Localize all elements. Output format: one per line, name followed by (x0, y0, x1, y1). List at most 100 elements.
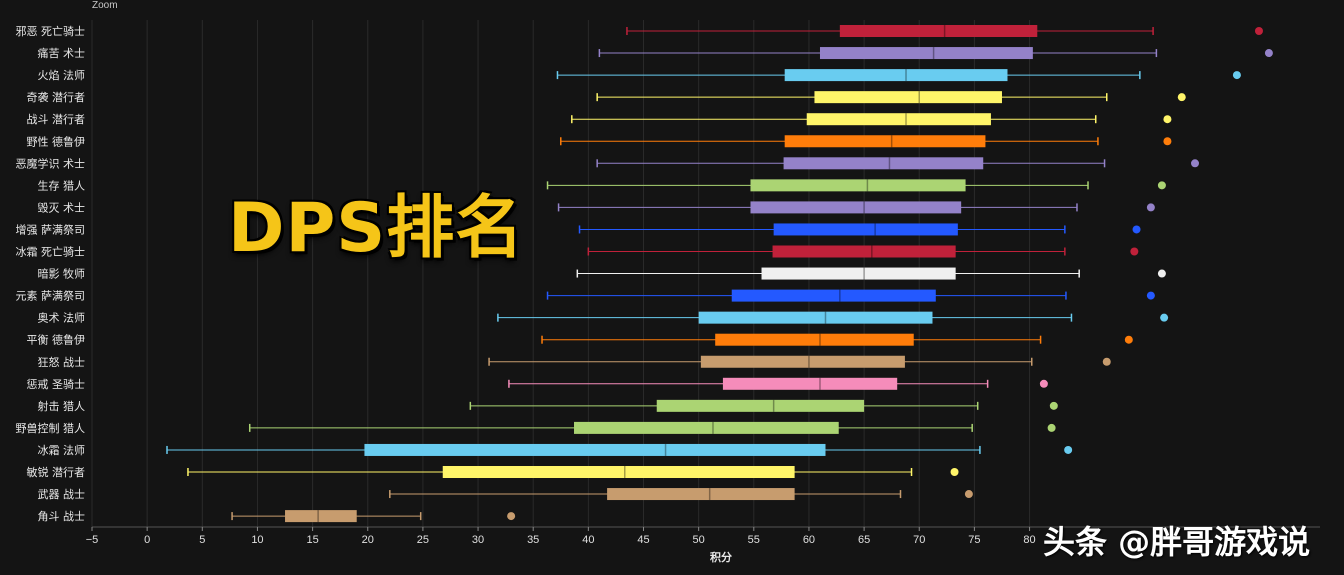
zoom-control-label[interactable]: Zoom (92, 0, 118, 11)
outlier-point (950, 468, 959, 476)
category-label: 射击 猎人 (38, 399, 86, 413)
category-label: 元素 萨满祭司 (16, 290, 86, 303)
box-plot-row (596, 91, 1186, 104)
outlier-point (1160, 313, 1169, 322)
outlier-point (1254, 27, 1263, 35)
x-tick-label: 25 (417, 534, 429, 546)
x-axis-ticks: −5 0 5 10 15 20 25 30 35 40 45 50 55 60 65 70 75 80 (86, 527, 1036, 546)
box-iqr (783, 157, 984, 170)
box-iqr (698, 311, 933, 324)
box-plot-row (587, 245, 1139, 258)
x-tick-label: 55 (748, 534, 760, 546)
category-label: 战斗 潜行者 (27, 112, 86, 126)
category-label: 惩戒 圣骑士 (27, 378, 86, 391)
box-plot-row (626, 25, 1263, 37)
box-plot-row (231, 510, 516, 523)
box-plot-row (187, 466, 959, 478)
box-plot-row (248, 421, 1056, 434)
box-plot-row (571, 113, 1172, 126)
category-label: 恶魔学识 术士 (16, 156, 86, 170)
outlier-point (1191, 159, 1199, 168)
category-label: 痛苦 术士 (38, 46, 86, 60)
outlier-point (1264, 49, 1273, 58)
category-label: 野兽控制 猎人 (16, 421, 86, 435)
box-plot-row (557, 201, 1155, 214)
box-plot-row (560, 135, 1172, 148)
outlier-point (1232, 71, 1241, 80)
box-iqr (750, 201, 962, 214)
outlier-point (1102, 357, 1111, 366)
x-tick-label: 50 (693, 534, 705, 546)
x-tick-label: 40 (582, 534, 594, 546)
category-label: 邪恶 死亡骑士 (16, 24, 86, 38)
box-iqr (731, 289, 936, 302)
box-iqr (364, 443, 826, 456)
box-iqr (839, 25, 1038, 37)
category-label: 火焰 法师 (38, 68, 86, 82)
outlier-point (1130, 247, 1139, 256)
box-iqr (700, 355, 905, 368)
category-label: 角斗 战士 (38, 510, 86, 523)
category-label: 野性 德鲁伊 (27, 134, 86, 148)
box-plot-row (508, 377, 1048, 390)
box-plot-row (166, 443, 1073, 456)
outlier-point (1064, 445, 1073, 454)
outlier-point (1177, 93, 1186, 102)
box-plot-row (576, 267, 1166, 280)
x-tick-label: 45 (637, 534, 649, 546)
category-label: 生存 猎人 (38, 178, 86, 192)
box-iqr (819, 47, 1033, 60)
box-iqr (784, 69, 1008, 82)
box-iqr (773, 223, 958, 236)
x-tick-label: 80 (1023, 534, 1035, 546)
outlier-point (1049, 401, 1058, 410)
watermark: 头条 @胖哥游戏说 (1043, 523, 1311, 561)
outlier-point (1146, 291, 1155, 300)
outlier-point (964, 490, 973, 499)
category-label: 暗影 牧师 (38, 267, 86, 281)
x-tick-label: 65 (858, 534, 870, 546)
box-iqr (750, 179, 966, 192)
category-label: 狂怒 战士 (38, 355, 86, 369)
box-iqr (806, 113, 991, 126)
x-tick-label: −5 (86, 534, 99, 546)
outlier-point (1146, 203, 1155, 212)
category-label: 平衡 德鲁伊 (27, 333, 86, 347)
category-label: 奥术 法师 (38, 311, 86, 325)
category-label: 武器 战士 (38, 488, 86, 501)
box-plot-row (596, 157, 1199, 170)
x-tick-label: 20 (362, 534, 374, 546)
outlier-point (1157, 181, 1166, 190)
x-axis-title: 积分 (710, 550, 732, 564)
category-label: 毁灭 术士 (38, 200, 86, 214)
outlier-point (1047, 423, 1056, 432)
outlier-point (1163, 115, 1172, 124)
box-iqr (285, 510, 357, 523)
box-plot-row (497, 311, 1169, 324)
category-label: 奇袭 潜行者 (27, 90, 86, 104)
outlier-point (1132, 225, 1141, 234)
outlier-point (1039, 379, 1048, 388)
x-tick-label: 70 (913, 534, 925, 546)
box-iqr (772, 245, 956, 258)
box-plot-row (546, 289, 1155, 302)
category-label: 敏锐 潜行者 (27, 465, 86, 479)
outlier-point (507, 512, 516, 521)
box-iqr (715, 333, 914, 346)
box-iqr (656, 399, 865, 412)
box-iqr (722, 377, 898, 390)
x-tick-label: 75 (968, 534, 980, 546)
x-tick-label: 60 (803, 534, 815, 546)
x-tick-label: 5 (199, 534, 205, 546)
x-tick-label: 0 (144, 534, 150, 546)
x-tick-label: 35 (527, 534, 539, 546)
box-plot-row (556, 69, 1241, 82)
box-iqr (814, 91, 1002, 104)
x-tick-label: 30 (472, 534, 484, 546)
x-tick-label: 15 (306, 534, 318, 546)
x-tick-label: 10 (251, 534, 263, 546)
box-plot-row (541, 333, 1133, 346)
box-plots (166, 25, 1273, 523)
outlier-point (1163, 137, 1172, 146)
